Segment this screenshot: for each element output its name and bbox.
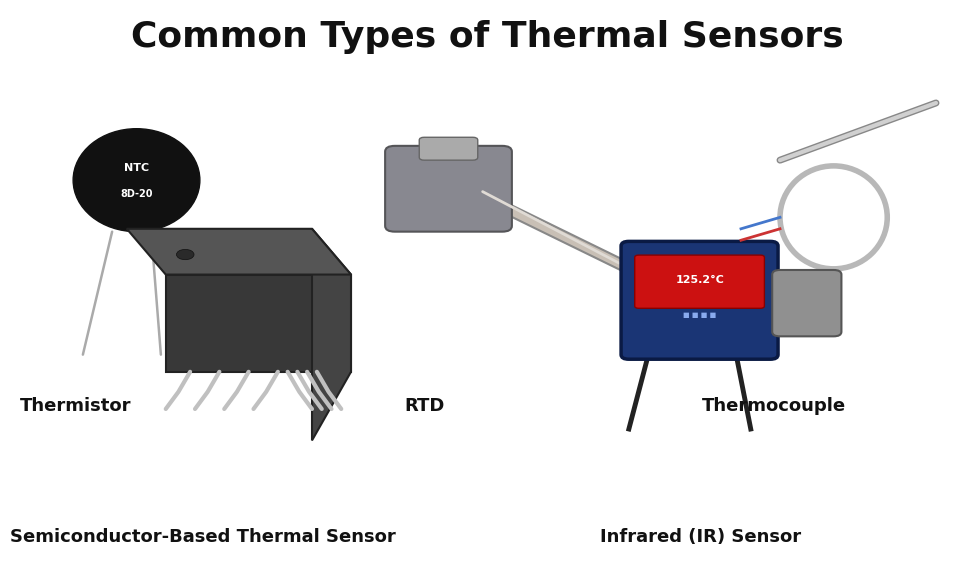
Text: Thermocouple: Thermocouple <box>702 397 846 415</box>
Polygon shape <box>166 275 351 372</box>
FancyBboxPatch shape <box>772 270 841 336</box>
Text: NTC: NTC <box>124 162 149 173</box>
Text: Semiconductor-Based Thermal Sensor: Semiconductor-Based Thermal Sensor <box>10 529 396 546</box>
Text: 8D-20: 8D-20 <box>120 189 153 200</box>
Text: Common Types of Thermal Sensors: Common Types of Thermal Sensors <box>131 20 844 54</box>
Circle shape <box>176 249 194 260</box>
Ellipse shape <box>73 129 200 232</box>
FancyBboxPatch shape <box>621 241 778 359</box>
Polygon shape <box>312 229 351 440</box>
FancyBboxPatch shape <box>419 137 478 160</box>
Text: ■ ■ ■ ■: ■ ■ ■ ■ <box>683 312 717 317</box>
Text: 125.2°C: 125.2°C <box>676 275 724 285</box>
Polygon shape <box>127 229 351 275</box>
Text: Thermistor: Thermistor <box>20 397 131 415</box>
Text: RTD: RTD <box>405 397 445 415</box>
Text: Infrared (IR) Sensor: Infrared (IR) Sensor <box>600 529 800 546</box>
FancyBboxPatch shape <box>635 255 764 308</box>
FancyBboxPatch shape <box>385 146 512 232</box>
